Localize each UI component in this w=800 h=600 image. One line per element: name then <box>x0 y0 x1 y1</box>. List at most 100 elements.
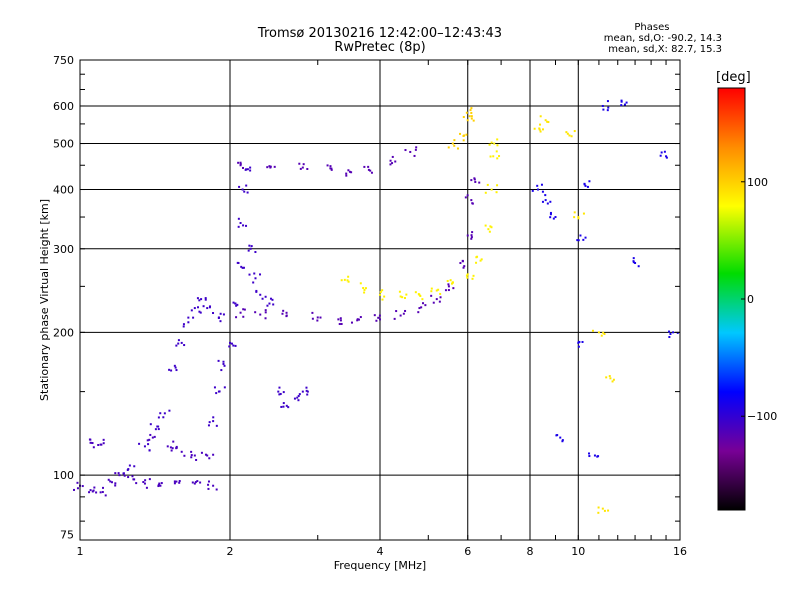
data-point <box>131 475 134 478</box>
data-point <box>157 483 160 486</box>
data-point <box>381 298 384 301</box>
data-point <box>254 277 257 280</box>
data-point <box>239 164 242 167</box>
data-point <box>157 485 160 488</box>
data-point <box>243 308 246 311</box>
data-point <box>430 287 433 290</box>
data-point <box>193 482 196 485</box>
data-point <box>559 436 562 439</box>
data-point <box>81 485 84 488</box>
data-point <box>330 168 333 171</box>
data-point <box>190 454 193 457</box>
data-point <box>623 103 626 106</box>
data-point <box>182 325 185 328</box>
data-point <box>391 155 394 158</box>
data-point <box>356 319 359 322</box>
data-point <box>444 289 447 292</box>
data-point <box>348 170 351 173</box>
chart-title-line2: RwPretec (8p) <box>334 40 426 55</box>
data-point <box>568 134 571 137</box>
data-point <box>549 211 552 214</box>
data-point <box>488 143 491 146</box>
data-point <box>603 509 606 512</box>
data-point <box>228 345 231 348</box>
data-points <box>73 99 679 514</box>
data-point <box>241 266 244 269</box>
data-point <box>311 311 314 314</box>
data-point <box>470 111 473 114</box>
data-point <box>602 331 605 334</box>
data-point <box>281 312 284 315</box>
data-point <box>153 435 156 438</box>
data-point <box>381 289 384 292</box>
data-point <box>383 295 386 298</box>
data-point <box>668 336 671 339</box>
data-point <box>142 481 145 484</box>
data-point <box>330 167 333 170</box>
x-tick-label: 4 <box>377 545 384 558</box>
data-point <box>549 200 552 203</box>
data-point <box>676 331 679 334</box>
data-point <box>389 163 392 166</box>
data-point <box>484 191 487 194</box>
data-point <box>539 123 542 126</box>
data-point <box>296 396 299 399</box>
colorbar-tick-label: 100 <box>747 176 768 189</box>
data-point <box>367 168 370 171</box>
data-point <box>187 321 190 324</box>
data-point <box>597 455 600 458</box>
data-point <box>88 491 91 494</box>
data-point <box>665 156 668 159</box>
data-point <box>222 360 225 363</box>
x-tick-label: 6 <box>464 545 471 558</box>
data-point <box>173 482 176 485</box>
y-axis-label: Stationary phase Virtual Height [km] <box>38 199 51 401</box>
data-point <box>285 404 288 407</box>
data-point <box>101 491 104 494</box>
data-point <box>466 273 469 276</box>
data-point <box>541 128 544 131</box>
data-point <box>359 282 362 285</box>
data-point <box>409 150 412 153</box>
data-point <box>212 420 215 423</box>
data-point <box>546 202 549 205</box>
phase-statistics-x: mean, sd,X: 82.7, 15.3 <box>608 44 722 55</box>
data-point <box>453 144 456 147</box>
data-point <box>238 185 241 188</box>
data-point <box>540 183 543 186</box>
data-point <box>479 259 482 262</box>
data-point <box>151 436 154 439</box>
data-point <box>138 442 141 445</box>
data-point <box>414 291 417 294</box>
data-point <box>269 166 272 169</box>
data-point <box>634 262 637 265</box>
data-point <box>581 340 584 343</box>
data-point <box>490 141 493 144</box>
data-point <box>668 330 671 333</box>
x-tick-label: 1 <box>77 545 84 558</box>
data-point <box>73 488 76 491</box>
data-point <box>573 130 576 133</box>
data-point <box>471 231 474 234</box>
data-point <box>170 449 173 452</box>
y-tick-label: 100 <box>53 469 74 482</box>
data-point <box>597 331 600 334</box>
data-point <box>369 169 372 172</box>
y-tick-label: 750 <box>53 54 74 67</box>
data-point <box>539 130 542 133</box>
data-point <box>566 132 569 135</box>
colorbar-tick-label: 0 <box>747 293 754 306</box>
data-point <box>437 288 440 291</box>
data-point <box>565 131 568 134</box>
data-point <box>347 275 350 278</box>
data-point <box>302 163 305 166</box>
data-point <box>207 480 210 483</box>
data-point <box>470 179 473 182</box>
data-point <box>144 479 147 482</box>
data-point <box>223 386 226 389</box>
data-point <box>583 182 586 185</box>
data-point <box>554 216 557 219</box>
data-point <box>582 238 585 241</box>
data-point <box>191 481 194 484</box>
data-point <box>466 234 469 237</box>
